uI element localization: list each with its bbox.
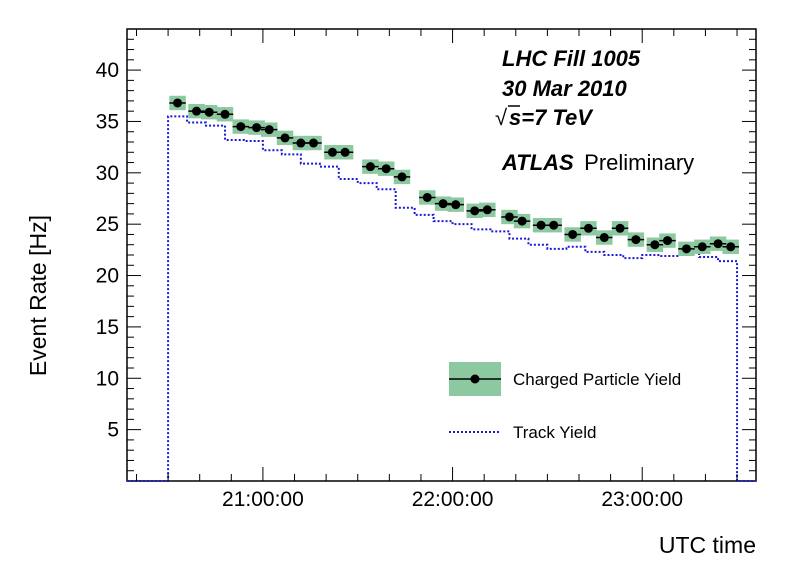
y-tick-label: 30 — [96, 162, 119, 185]
annotation-energy: s=7 TeV — [509, 105, 594, 130]
charged-data-point — [438, 199, 448, 209]
charged-data-point — [713, 239, 723, 249]
axes: 5 10 15 20 25 30 35 40 21:00:00 22:00:00 23:00:00 — [96, 28, 756, 511]
annotation-date: 30 Mar 2010 — [502, 76, 628, 101]
plot-area — [127, 95, 756, 482]
y-tick-label: 25 — [96, 213, 119, 236]
charged-data-point — [365, 162, 375, 172]
charged-data-point — [252, 123, 262, 133]
y-tick-label: 40 — [96, 59, 119, 82]
charged-data-point — [517, 216, 527, 226]
legend: Charged Particle Yield Track Yield — [449, 362, 681, 442]
x-tick-label: 21:00:00 — [222, 488, 304, 511]
charged-data-point — [204, 107, 214, 117]
charged-data-point — [296, 138, 306, 148]
charged-data-point — [381, 164, 391, 174]
charged-data-point — [697, 242, 707, 252]
series-track-yield-line — [127, 115, 756, 482]
x-tick-label: 22:00:00 — [412, 488, 494, 511]
charged-data-point — [397, 172, 407, 182]
y-tick-label: 35 — [96, 110, 119, 133]
series-charged-points — [169, 98, 739, 254]
charged-data-point — [615, 223, 625, 233]
legend-label-charged: Charged Particle Yield — [513, 370, 681, 389]
charged-data-point — [583, 223, 593, 233]
charged-data-point — [631, 235, 641, 245]
plot-frame — [126, 28, 757, 482]
charged-data-point — [470, 206, 480, 216]
y-tick-label: 10 — [96, 367, 119, 390]
charged-data-point — [482, 205, 492, 215]
charged-data-point — [681, 244, 691, 254]
charged-data-point — [192, 106, 202, 116]
charged-data-point — [599, 233, 609, 243]
charged-data-point — [451, 200, 461, 210]
annotation-sqrt-symbol: √ — [495, 105, 508, 130]
x-axis-title: UTC time — [659, 532, 756, 558]
annotation-experiment: ATLAS — [501, 150, 574, 175]
charged-data-point — [340, 147, 350, 157]
annotation-atlas-line: ATLAS Preliminary — [501, 150, 694, 175]
charged-data-point — [549, 220, 559, 230]
charged-data-point — [662, 236, 672, 246]
charged-data-point — [236, 122, 246, 132]
y-tick-label: 20 — [96, 265, 119, 288]
charged-data-point — [422, 192, 432, 202]
x-tick-label: 23:00:00 — [601, 488, 683, 511]
legend-marker — [470, 374, 480, 384]
legend-label-track: Track Yield — [513, 423, 596, 442]
charged-data-point — [173, 98, 183, 108]
series-charged-bands — [169, 95, 739, 257]
charged-data-point — [308, 138, 318, 148]
annotation-status: Preliminary — [584, 150, 694, 175]
charged-data-point — [536, 220, 546, 230]
y-axis-title: Event Rate [Hz] — [25, 215, 51, 376]
y-tick-label: 5 — [107, 419, 119, 442]
annotation-fill: LHC Fill 1005 — [502, 46, 641, 71]
charged-data-point — [504, 212, 514, 222]
y-tick-label: 15 — [96, 316, 119, 339]
charged-data-point — [726, 242, 736, 252]
charged-data-point — [568, 229, 578, 239]
charged-data-point — [280, 133, 290, 143]
charged-data-point — [650, 240, 660, 250]
charged-data-point — [327, 147, 337, 157]
charged-data-point — [264, 125, 274, 135]
charged-data-point — [220, 109, 230, 119]
